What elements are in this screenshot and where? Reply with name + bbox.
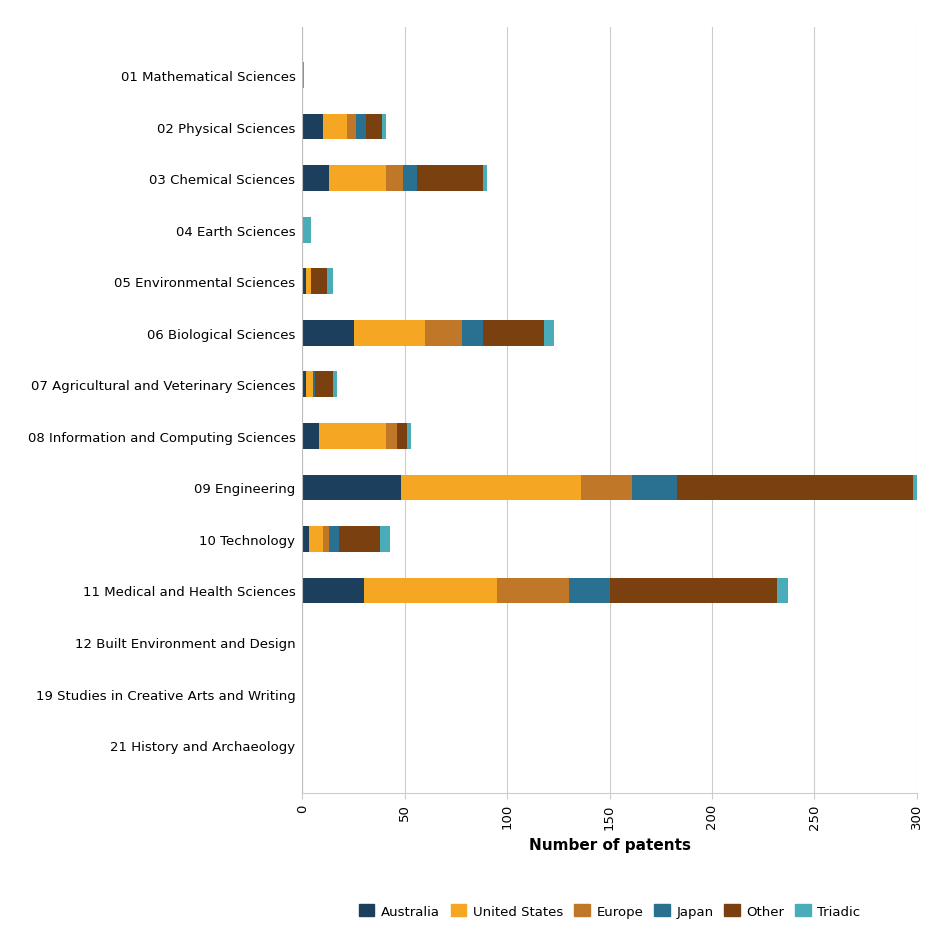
Bar xyxy=(386,166,402,192)
Bar xyxy=(302,424,318,449)
Bar xyxy=(416,166,482,192)
Bar xyxy=(323,527,329,552)
Bar xyxy=(327,269,332,295)
Bar xyxy=(302,63,304,89)
Bar xyxy=(363,578,497,604)
Bar xyxy=(777,578,787,604)
Bar xyxy=(406,424,411,449)
Bar xyxy=(353,321,425,346)
Bar xyxy=(365,114,381,141)
Bar xyxy=(425,321,462,346)
Bar xyxy=(314,372,333,397)
Bar xyxy=(312,372,314,397)
Bar xyxy=(311,269,327,295)
Bar xyxy=(482,166,486,192)
Bar xyxy=(386,424,396,449)
Bar xyxy=(355,114,365,141)
Bar xyxy=(381,114,386,141)
Legend: Australia, United States, Europe, Japan, Other, Triadic: Australia, United States, Europe, Japan,… xyxy=(353,899,865,923)
Bar xyxy=(302,321,353,346)
Bar xyxy=(302,578,363,604)
Bar xyxy=(912,475,921,500)
Bar xyxy=(581,475,632,500)
Bar xyxy=(632,475,676,500)
Bar xyxy=(329,527,339,552)
Bar xyxy=(482,321,544,346)
Bar xyxy=(497,578,568,604)
Bar xyxy=(339,527,379,552)
Bar xyxy=(308,527,323,552)
Bar xyxy=(306,269,311,295)
Bar xyxy=(396,424,406,449)
Bar xyxy=(302,475,400,500)
Bar xyxy=(329,166,386,192)
X-axis label: Number of patents: Number of patents xyxy=(528,837,690,852)
Bar xyxy=(676,475,912,500)
Bar xyxy=(302,527,308,552)
Bar xyxy=(609,578,777,604)
Bar xyxy=(302,166,329,192)
Bar xyxy=(402,166,416,192)
Bar xyxy=(302,114,323,141)
Bar xyxy=(568,578,609,604)
Bar xyxy=(347,114,355,141)
Bar xyxy=(379,527,390,552)
Bar xyxy=(544,321,553,346)
Bar xyxy=(302,372,306,397)
Bar xyxy=(318,424,386,449)
Bar xyxy=(323,114,347,141)
Bar xyxy=(400,475,581,500)
Bar xyxy=(306,372,312,397)
Bar xyxy=(302,217,311,244)
Bar xyxy=(462,321,482,346)
Bar xyxy=(302,269,306,295)
Bar xyxy=(332,372,337,397)
